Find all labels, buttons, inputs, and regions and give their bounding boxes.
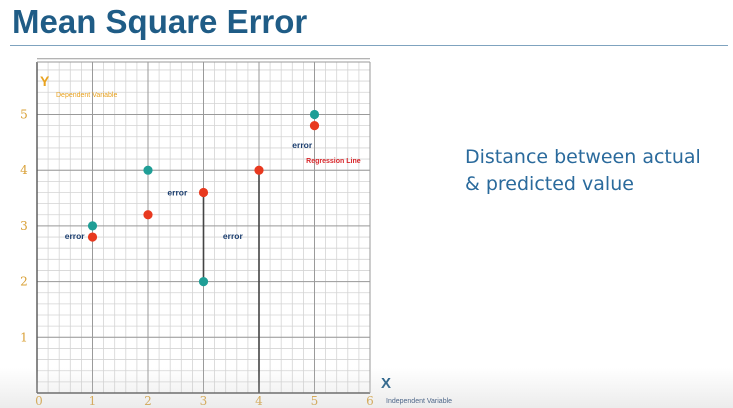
x-axis-title: Independent Variable xyxy=(386,398,452,405)
error-segments xyxy=(202,170,260,393)
actual-point xyxy=(87,221,98,231)
y-axis-title: Dependent Variable xyxy=(56,92,117,99)
predicted-point xyxy=(309,121,320,131)
x-tick-label: 3 xyxy=(200,394,208,408)
y-tick-label: 5 xyxy=(20,108,28,122)
error-label: error xyxy=(292,140,313,150)
annotations: error error error error Regression Line xyxy=(65,140,361,241)
x-tick-label: 0 xyxy=(35,394,43,408)
predicted-point xyxy=(87,232,98,242)
y-axis-letter: Y xyxy=(40,73,50,89)
error-label: error xyxy=(65,231,86,241)
y-tick-label: 1 xyxy=(20,330,28,344)
regression-line-label: Regression Line xyxy=(306,158,361,165)
x-tick-label: 2 xyxy=(144,394,152,408)
actual-point xyxy=(143,165,153,175)
data-points xyxy=(87,109,320,287)
x-tick-label: 1 xyxy=(89,394,97,408)
y-tick-label: 2 xyxy=(20,275,28,289)
axis-ticks: 0 1 2 3 4 5 6 1 2 3 4 5 Y Dependent Variable X Independ… xyxy=(20,73,452,408)
actual-point xyxy=(198,277,209,287)
predicted-point xyxy=(143,210,153,220)
y-tick-label: 4 xyxy=(20,163,28,177)
x-axis-letter: X xyxy=(381,375,391,392)
slide-title: Mean Square Error xyxy=(12,3,308,40)
error-label: error xyxy=(167,187,188,197)
error-label: error xyxy=(223,231,244,241)
x-tick-label: 6 xyxy=(366,394,374,408)
y-tick-label: 3 xyxy=(20,219,28,233)
side-note-line-1: Distance between actual xyxy=(465,146,701,168)
side-note: Distance between actual & predicted valu… xyxy=(465,144,733,198)
side-note-line-2: & predicted value xyxy=(465,173,634,195)
predicted-point xyxy=(254,165,264,175)
title-divider xyxy=(10,45,728,46)
x-tick-label: 5 xyxy=(311,394,319,408)
x-tick-label: 4 xyxy=(255,394,263,408)
predicted-point xyxy=(198,187,209,198)
actual-point xyxy=(309,109,320,120)
